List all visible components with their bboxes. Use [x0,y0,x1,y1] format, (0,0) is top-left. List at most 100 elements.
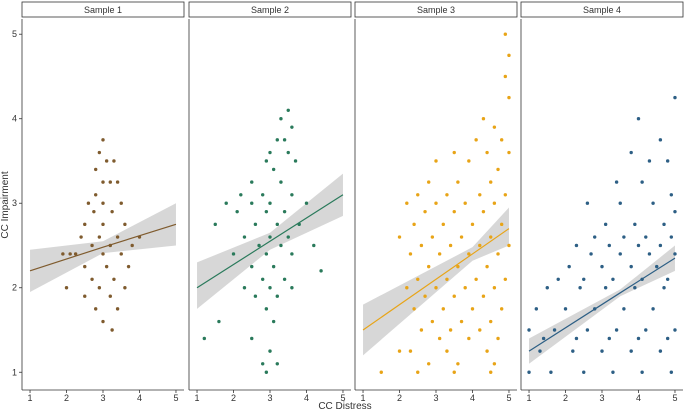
point [110,209,114,214]
point [279,180,283,184]
point [217,319,221,324]
x-tick-label: 5 [506,393,511,403]
point [478,193,482,197]
panel-title: Sample 4 [583,5,621,15]
point [427,362,431,366]
point [644,328,648,332]
point [423,294,427,298]
point [470,307,475,311]
point [264,252,269,256]
point [250,264,254,269]
point [603,222,608,227]
y-axis-title: CC Impairment [0,171,11,238]
point [79,235,83,239]
point [445,277,449,281]
point [541,336,546,341]
point [427,180,431,184]
point [261,277,265,281]
point [437,336,442,341]
point [416,370,420,374]
point [489,180,493,184]
x-tick-label: 5 [173,393,178,403]
point [83,294,87,298]
point [452,209,456,214]
point [250,180,254,184]
point [481,209,486,214]
point [275,222,279,227]
point [658,349,663,353]
point [83,264,87,269]
point [434,201,438,205]
point [448,243,453,248]
point [552,328,557,332]
point [271,264,276,269]
point [574,336,579,341]
point [489,319,493,324]
point [538,349,542,353]
point [90,243,94,248]
point [101,252,105,256]
point [489,370,493,374]
point [112,159,116,163]
point [264,209,269,214]
point [412,307,416,311]
point [478,328,482,332]
x-tick-label: 2 [563,393,568,403]
point [669,235,674,239]
x-tick-label: 5 [340,393,345,403]
x-tick-label: 2 [397,393,402,403]
point [202,336,207,341]
x-tick-label: 1 [195,393,200,403]
point [549,370,553,374]
point [463,201,467,205]
point [279,117,283,121]
strip [354,1,518,18]
point [467,159,471,163]
point [286,235,290,239]
point [97,150,102,155]
point [574,243,579,248]
point [448,328,453,332]
point [123,286,127,290]
point [261,362,265,366]
point [282,138,287,142]
point [582,277,586,281]
x-tick-label: 1 [361,393,366,403]
point [261,193,265,197]
point [434,159,438,163]
point [636,336,641,341]
point [68,252,72,256]
point [242,286,247,290]
point [507,150,511,155]
point [286,150,290,155]
point [419,243,424,248]
point [651,201,655,205]
point [534,307,539,311]
point [481,117,486,121]
point [64,286,69,290]
y-tick-label: 3 [12,198,17,208]
point [271,167,276,172]
point [97,235,102,239]
point [633,286,637,290]
point [408,349,413,353]
point [673,209,677,214]
x-tick-label: 4 [137,393,142,403]
x-tick-label: 3 [267,393,272,403]
point [507,53,511,58]
point [379,370,383,374]
point [578,286,582,290]
point [556,277,560,281]
point [275,362,279,366]
point [622,307,626,311]
point [268,235,272,239]
point [611,277,615,281]
point [651,307,655,311]
point [452,294,456,298]
fit-line [29,223,177,272]
point [97,286,102,290]
point [503,277,508,281]
point [459,235,464,239]
point [489,235,493,239]
